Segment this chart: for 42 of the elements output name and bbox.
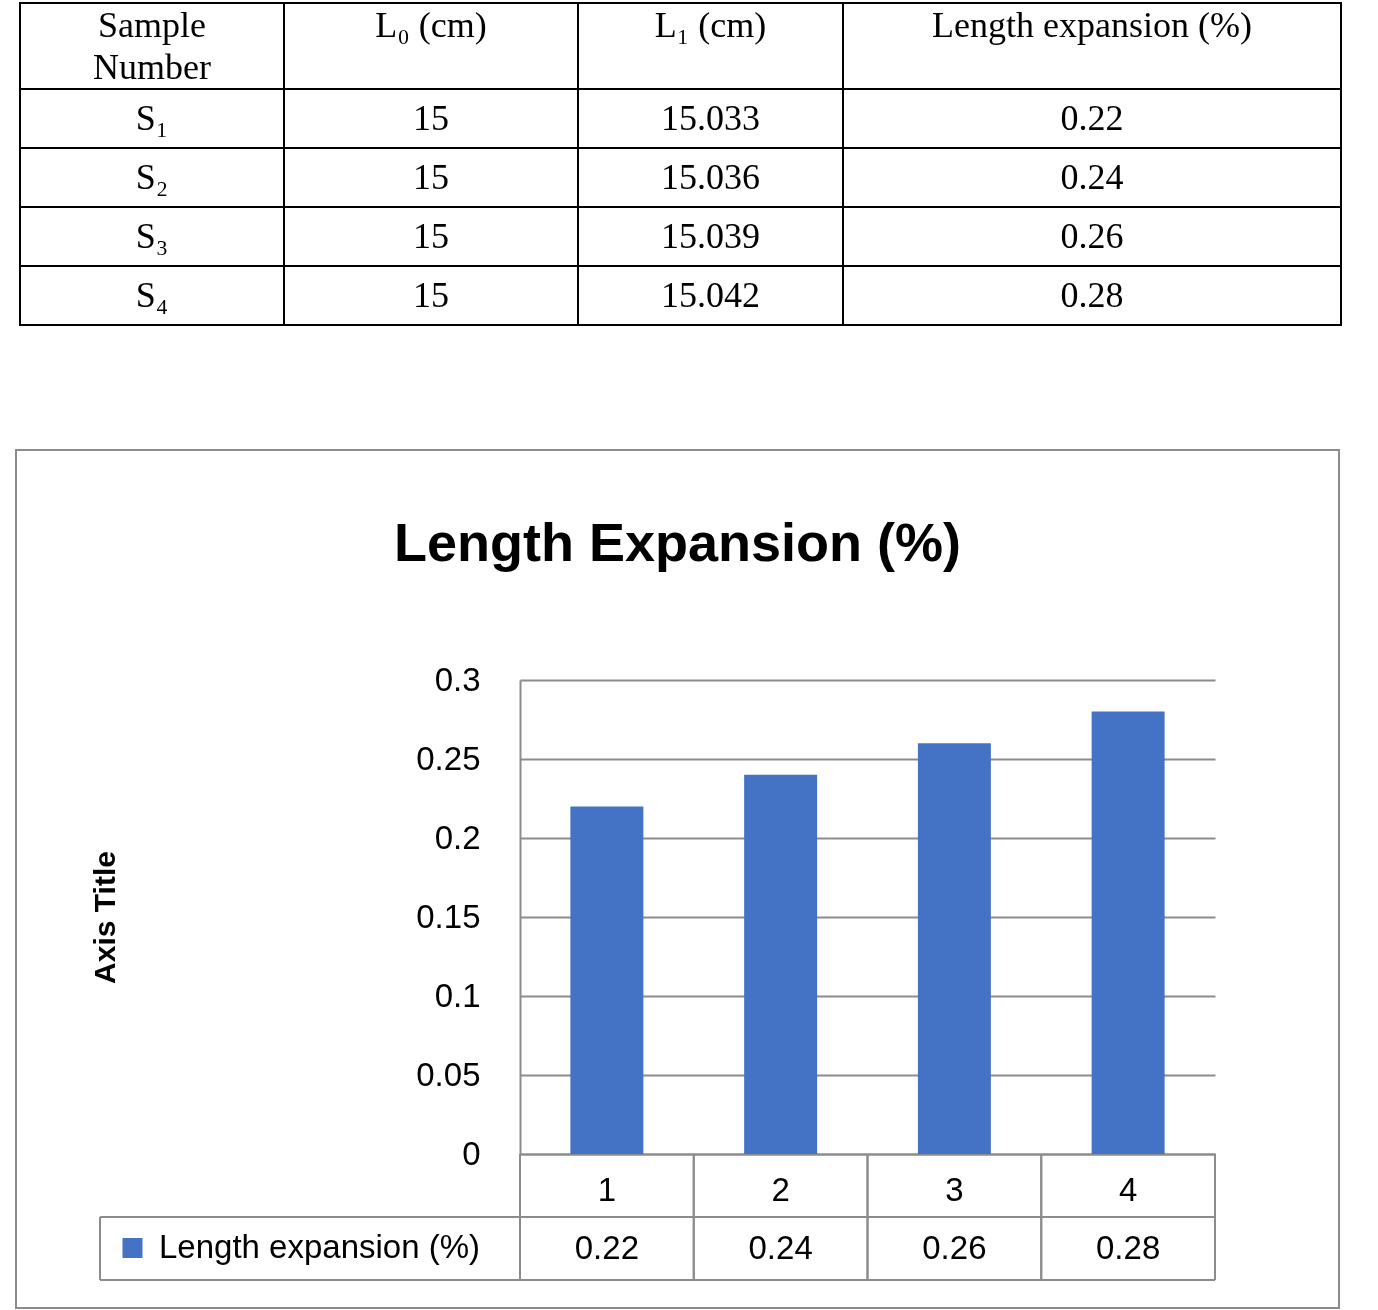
category-label: S₂ [20, 148, 284, 207]
chart-title: Length Expansion (%) [394, 512, 961, 572]
data-label: 15 [284, 266, 578, 325]
data-label: 0.22 [843, 89, 1341, 148]
data-label: 15.042 [578, 266, 843, 325]
y-tick-label: 0.25 [416, 739, 481, 777]
bar [917, 743, 991, 1154]
bar [570, 806, 644, 1154]
y-axis-title: Axis Title [87, 851, 121, 984]
data-label: 15 [284, 148, 578, 207]
category-label: S₄ [20, 266, 284, 325]
data-label: 15 [284, 207, 578, 266]
data-label: 0.24 [843, 148, 1341, 207]
bar [744, 774, 818, 1154]
x-tick-label: 1 [597, 1170, 617, 1208]
x-tick-label: 2 [771, 1170, 790, 1208]
data-label: 0.28 [843, 266, 1341, 325]
legend-label: Length expansion (%) [159, 1228, 481, 1265]
data-label: 15 [284, 89, 578, 148]
y-tick-label: 0.15 [416, 897, 481, 935]
y-tick-label: 0.3 [434, 660, 481, 698]
category-label: S₁ [20, 89, 284, 148]
data-label: 15.039 [578, 207, 843, 266]
x-tick-label: 3 [945, 1170, 964, 1208]
text: L₀ (cm) [284, 3, 578, 89]
category-label: S₃ [20, 207, 284, 266]
data-label: 0.28 [1096, 1228, 1161, 1266]
y-tick-label: 0 [462, 1134, 481, 1172]
data-label: 15.033 [578, 89, 843, 148]
y-tick-label: 0.1 [434, 976, 481, 1014]
text: Length expansion (%) [843, 3, 1341, 89]
y-tick-label: 0.2 [434, 818, 481, 856]
data-label: 0.22 [574, 1228, 639, 1266]
bar [1091, 711, 1165, 1154]
data-label: 0.24 [748, 1228, 813, 1266]
text: L₁ (cm) [578, 3, 843, 89]
text: Sample Number [92, 4, 212, 88]
data-label: 0.26 [922, 1228, 987, 1266]
data-label: 0.26 [843, 207, 1341, 266]
x-tick-label: 4 [1118, 1170, 1138, 1208]
data-label: 15.036 [578, 148, 843, 207]
y-tick-label: 0.05 [416, 1055, 481, 1093]
